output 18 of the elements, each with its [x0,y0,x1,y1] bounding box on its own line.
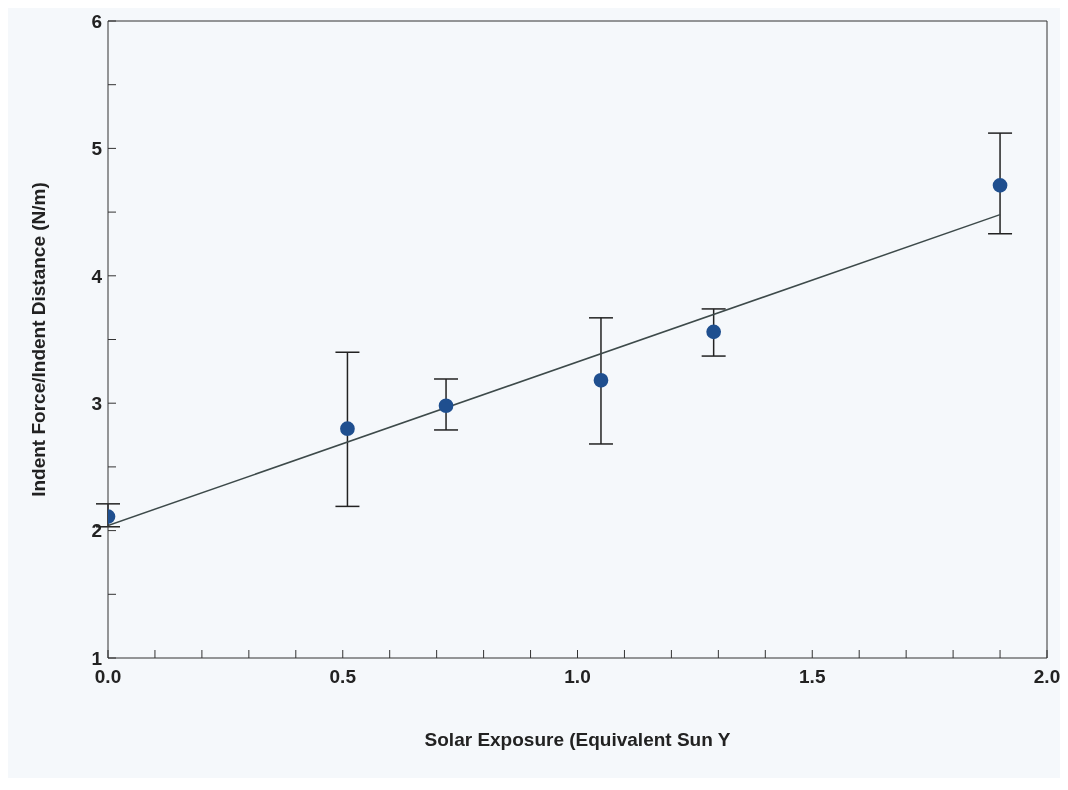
y-tick-label: 2 [91,520,102,542]
x-tick-label: 1.0 [564,666,591,688]
y-tick-label: 1 [91,647,103,669]
x-tick-label: 0.5 [329,666,357,688]
y-axis-title: Indent Force/Indent Distance (N/m) [27,182,49,497]
point [340,421,355,437]
point [706,324,722,340]
y-tick-label: 4 [91,265,103,287]
point [438,398,454,414]
x-tick-label: 1.5 [799,666,826,688]
y-tick-label: 5 [91,138,103,160]
x-axis-title: Solar Exposure (Equivalent Sun Y [424,729,731,750]
x-tick-label: 0.0 [94,666,122,688]
point [593,372,609,388]
x-tick-label: 2.0 [1033,666,1061,688]
point [992,178,1008,193]
y-tick-label: 3 [91,392,102,414]
y-tick-label: 6 [91,10,102,32]
